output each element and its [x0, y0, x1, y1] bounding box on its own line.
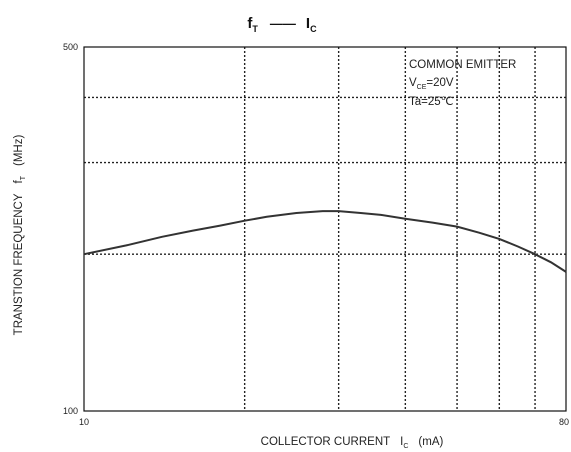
series-line [83, 210, 567, 273]
y-tick-label: 500 [63, 42, 78, 52]
annotation-line-2: VCE=20V [409, 77, 454, 91]
annotation-line-3: Ta=25℃ [409, 96, 454, 108]
x-tick-label: 80 [559, 417, 569, 427]
chart-title: fT —— IC [247, 15, 317, 34]
annotation-line-1: COMMON EMITTER [409, 59, 516, 71]
y-axis-label: TRANSTION FREQUENCYfT(MHz) [13, 135, 27, 336]
x-tick-label: 10 [79, 417, 89, 427]
y-tick-label: 100 [63, 406, 78, 416]
plot-frame [83, 46, 567, 412]
grid [84, 47, 566, 411]
x-axis-label: COLLECTOR CURRENT IC (mA) [261, 436, 444, 450]
conditions-annotation: COMMON EMITTER VCE=20V Ta=25℃ [409, 59, 516, 108]
